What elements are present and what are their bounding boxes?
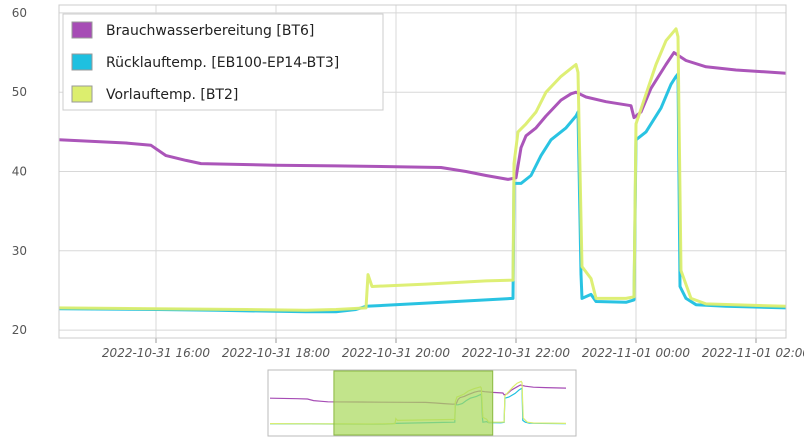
x-tick-label-1: 2022-10-31 18:00 [222, 346, 331, 360]
y-tick-label-0: 20 [12, 323, 27, 337]
legend-swatch-1 [71, 53, 93, 71]
plot-frame [58, 4, 787, 339]
y-tick-label-2: 40 [12, 165, 27, 179]
x-tick-label-2: 2022-10-31 20:00 [342, 346, 451, 360]
legend-item-1[interactable]: Rücklauftemp. [EB100-EP14-BT3] [71, 53, 339, 71]
y-axis-ticks: 20 30 40 50 60 [12, 6, 27, 337]
legend-item-0[interactable]: Brauchwasserbereitung [BT6] [71, 21, 314, 39]
y-tick-label-4: 60 [12, 6, 27, 20]
legend-label-1: Rücklauftemp. [EB100-EP14-BT3] [106, 55, 339, 71]
legend-item-2[interactable]: Vorlauftemp. [BT2] [71, 85, 238, 103]
legend-swatch-2 [71, 85, 93, 103]
x-tick-label-5: 2022-11-01 02:00 [702, 346, 804, 360]
series-lines [58, 27, 787, 314]
legend-box [62, 13, 384, 111]
legend-label-0: Brauchwasserbereitung [BT6] [106, 23, 314, 39]
x-tick-label-0: 2022-10-31 16:00 [102, 346, 211, 360]
legend-swatch-0 [71, 21, 93, 39]
legend: Brauchwasserbereitung [BT6] Rücklauftemp… [62, 13, 384, 111]
x-tick-label-4: 2022-11-01 00:00 [582, 346, 691, 360]
navigator-selection[interactable] [333, 370, 494, 436]
series-line-0[interactable] [58, 51, 787, 181]
series-line-2[interactable] [58, 27, 787, 312]
y-tick-label-3: 50 [12, 85, 27, 99]
x-axis-ticks: 2022-10-31 16:00 2022-10-31 18:00 2022-10-… [102, 338, 804, 360]
x-tick-label-3: 2022-10-31 22:00 [462, 346, 571, 360]
y-tick-label-1: 30 [12, 244, 27, 258]
range-navigator[interactable] [267, 369, 577, 437]
legend-label-2: Vorlauftemp. [BT2] [106, 87, 238, 103]
